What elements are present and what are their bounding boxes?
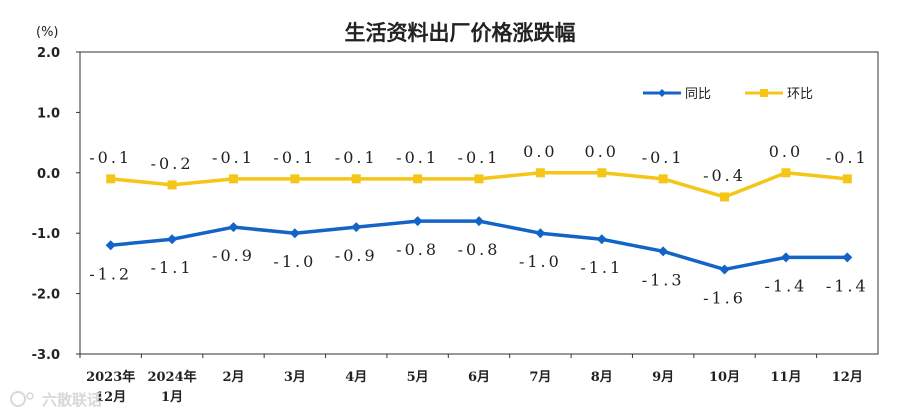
- x-tick-label: 12月: [832, 370, 863, 385]
- data-label: -1.0: [273, 252, 316, 271]
- series-lines: [105, 168, 853, 275]
- y-axis: 2.0 1.0 0.0 -1.0 -2.0 -3.0: [32, 46, 80, 363]
- data-point: [842, 252, 853, 263]
- data-label: -1.2: [89, 264, 132, 283]
- y-tick-label: -1.0: [32, 227, 60, 242]
- data-label: -0.2: [151, 154, 194, 173]
- data-point: [351, 222, 362, 233]
- data-label: -0.8: [458, 240, 501, 259]
- data-point: [412, 216, 423, 227]
- x-tick-label: 9月: [652, 370, 674, 385]
- data-labels: -1.2 -1.1 -0.9 -1.0 -0.9 -0.8 -0.8 -1.0 -1.1 -1.3…: [89, 142, 869, 308]
- data-label: -0.1: [642, 148, 685, 167]
- y-tick-label: -2.0: [32, 288, 60, 303]
- data-point: [228, 222, 239, 233]
- data-point: [228, 174, 238, 184]
- x-tick-label: 8月: [591, 370, 613, 385]
- data-label: 0.0: [523, 142, 557, 161]
- data-label: -0.1: [89, 148, 132, 167]
- data-point: [597, 168, 607, 178]
- data-label: -0.9: [335, 246, 378, 265]
- data-point: [167, 180, 177, 190]
- x-tick-label: 2月: [222, 370, 244, 385]
- data-label: -0.9: [212, 246, 255, 265]
- data-label: -1.1: [580, 258, 623, 277]
- data-label: -1.3: [642, 270, 685, 289]
- x-axis: 2023年 12月 2024年 1月 2月 3月 4月 5月 6月 7月 8月 9月 10月 11月 12月: [79, 354, 863, 405]
- data-point: [658, 246, 669, 257]
- y-tick-label: 1.0: [37, 106, 60, 121]
- data-label: -1.4: [826, 276, 869, 295]
- watermark-text: 六散联话: [42, 391, 102, 409]
- legend-label: 同比: [685, 87, 711, 102]
- data-label: -0.1: [212, 148, 255, 167]
- data-label: -0.4: [703, 166, 746, 185]
- x-tick-label: 2024年: [147, 369, 196, 385]
- data-point: [781, 168, 791, 178]
- legend-swatch-marker: [760, 89, 768, 97]
- data-point: [535, 168, 545, 178]
- legend-label: 环比: [787, 87, 813, 102]
- data-label: -1.6: [703, 288, 746, 307]
- x-tick-label: 3月: [284, 370, 306, 385]
- data-point: [720, 192, 730, 202]
- x-tick-label: 5月: [407, 370, 429, 385]
- x-tick-label: 10月: [709, 370, 740, 385]
- data-point: [289, 228, 300, 239]
- data-point: [719, 264, 730, 275]
- y-tick-label: 0.0: [37, 167, 60, 182]
- data-point: [167, 234, 178, 245]
- legend-swatch-marker: [658, 89, 666, 97]
- data-label: -1.0: [519, 252, 562, 271]
- data-point: [413, 174, 423, 184]
- x-tick-label: 2023年: [86, 369, 135, 385]
- data-label: -0.1: [396, 148, 439, 167]
- data-label: 0.0: [769, 142, 803, 161]
- y-tick-label: 2.0: [37, 46, 60, 61]
- data-label: -1.1: [151, 258, 194, 277]
- x-tick-label: 12月: [95, 390, 126, 405]
- x-tick-label: 4月: [345, 370, 367, 385]
- data-label: -0.1: [458, 148, 501, 167]
- x-tick-label: 1月: [161, 390, 183, 405]
- y-axis-unit: (%): [36, 25, 59, 40]
- data-point: [290, 174, 300, 184]
- x-tick-label: 11月: [770, 370, 801, 385]
- x-tick-label: 6月: [468, 370, 490, 385]
- data-point: [106, 174, 116, 184]
- watermark-logo: 六散联话: [10, 391, 102, 409]
- data-label: -0.1: [273, 148, 316, 167]
- data-point: [658, 174, 668, 184]
- y-tick-label: -3.0: [32, 348, 60, 363]
- legend: 同比 环比: [643, 87, 813, 102]
- data-label: -1.4: [764, 276, 807, 295]
- chart-title: 生活资料出厂价格涨跌幅: [345, 21, 576, 45]
- data-point: [351, 174, 361, 184]
- data-point: [596, 234, 607, 245]
- plot-area: [79, 51, 879, 355]
- data-point: [535, 228, 546, 239]
- data-point: [474, 174, 484, 184]
- data-point: [474, 216, 484, 227]
- data-label: 0.0: [585, 142, 619, 161]
- x-tick-label: 7月: [529, 370, 551, 385]
- data-label: -0.8: [396, 240, 439, 259]
- data-label: -0.1: [826, 148, 869, 167]
- data-point: [105, 240, 116, 251]
- data-point: [842, 174, 852, 184]
- data-label: -0.1: [335, 148, 378, 167]
- data-point: [780, 252, 791, 263]
